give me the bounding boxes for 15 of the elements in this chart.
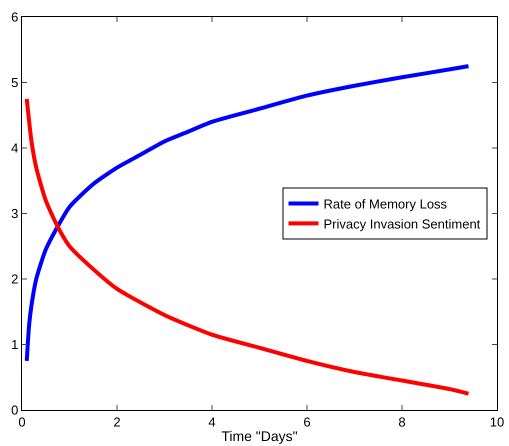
y-tick-label: 3 [11,206,18,222]
y-tick-label: 0 [11,402,18,418]
x-tick-label: 4 [208,414,216,430]
legend-label: Privacy Invasion Sentiment [324,216,481,232]
legend-label: Rate of Memory Loss [324,196,448,212]
y-tick-label: 4 [11,140,18,156]
x-tick-label: 8 [398,414,406,430]
x-axis-title: Time "Days" [221,428,298,444]
x-tick-label: 10 [490,414,504,430]
y-tick-label: 5 [11,75,18,90]
y-tick-label: 2 [11,272,18,287]
x-tick-label: 6 [303,414,311,430]
y-tick-label: 1 [11,337,18,352]
x-tick-label: 2 [113,414,121,430]
y-tick-label: 6 [11,10,18,25]
